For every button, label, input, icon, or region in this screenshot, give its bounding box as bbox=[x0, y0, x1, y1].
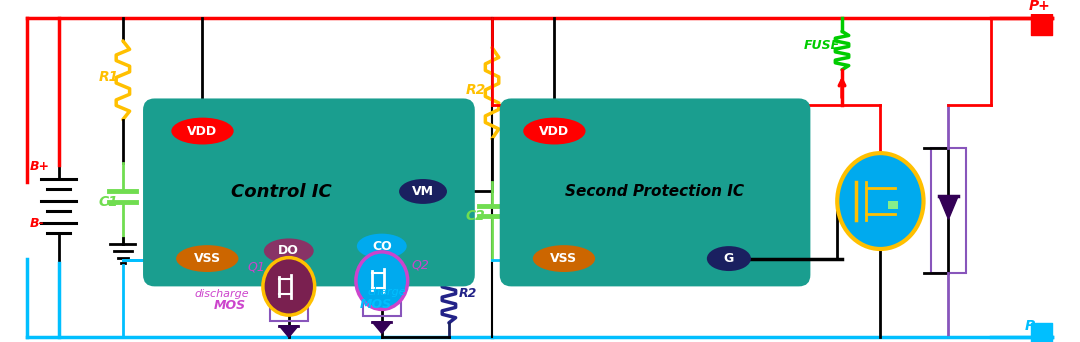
Text: R2: R2 bbox=[465, 83, 486, 97]
Polygon shape bbox=[280, 326, 298, 337]
Ellipse shape bbox=[399, 179, 447, 204]
Text: B+: B+ bbox=[30, 160, 50, 173]
Bar bbox=[363, 268, 401, 316]
Text: Q2: Q2 bbox=[411, 258, 430, 271]
Text: R2: R2 bbox=[459, 287, 477, 300]
Text: MOS: MOS bbox=[214, 299, 246, 312]
Ellipse shape bbox=[356, 234, 407, 259]
Text: Control IC: Control IC bbox=[231, 183, 332, 201]
Text: Q1: Q1 bbox=[247, 260, 266, 273]
Text: C1: C1 bbox=[99, 195, 119, 209]
Text: VSS: VSS bbox=[193, 252, 220, 265]
FancyBboxPatch shape bbox=[500, 98, 810, 286]
Ellipse shape bbox=[356, 252, 407, 310]
Polygon shape bbox=[939, 196, 958, 219]
Ellipse shape bbox=[706, 246, 751, 271]
Text: Second Protection IC: Second Protection IC bbox=[566, 184, 744, 199]
Polygon shape bbox=[373, 322, 391, 333]
Text: FUSE: FUSE bbox=[804, 39, 840, 52]
Text: C2: C2 bbox=[465, 209, 485, 223]
Bar bbox=[931, 148, 966, 273]
Text: B-: B- bbox=[30, 217, 44, 230]
Ellipse shape bbox=[532, 245, 595, 272]
Ellipse shape bbox=[523, 118, 585, 144]
Text: G: G bbox=[724, 252, 734, 265]
Text: VM: VM bbox=[413, 185, 434, 198]
Ellipse shape bbox=[264, 238, 313, 263]
Text: discharge: discharge bbox=[194, 289, 249, 299]
Text: VDD: VDD bbox=[188, 124, 217, 137]
Bar bbox=[888, 201, 897, 209]
Text: DO: DO bbox=[279, 245, 299, 258]
Ellipse shape bbox=[172, 118, 233, 144]
Bar bbox=[270, 273, 308, 321]
Ellipse shape bbox=[262, 258, 314, 315]
Text: charge: charge bbox=[367, 287, 406, 297]
Text: MOS: MOS bbox=[360, 299, 392, 312]
Text: CO: CO bbox=[372, 240, 392, 253]
Text: VDD: VDD bbox=[539, 124, 569, 137]
Text: VSS: VSS bbox=[551, 252, 578, 265]
Text: R1: R1 bbox=[99, 70, 119, 84]
Text: P+: P+ bbox=[1029, 0, 1051, 13]
Text: P-: P- bbox=[1025, 319, 1041, 333]
Ellipse shape bbox=[176, 245, 239, 272]
Ellipse shape bbox=[837, 153, 923, 249]
FancyBboxPatch shape bbox=[143, 98, 475, 286]
